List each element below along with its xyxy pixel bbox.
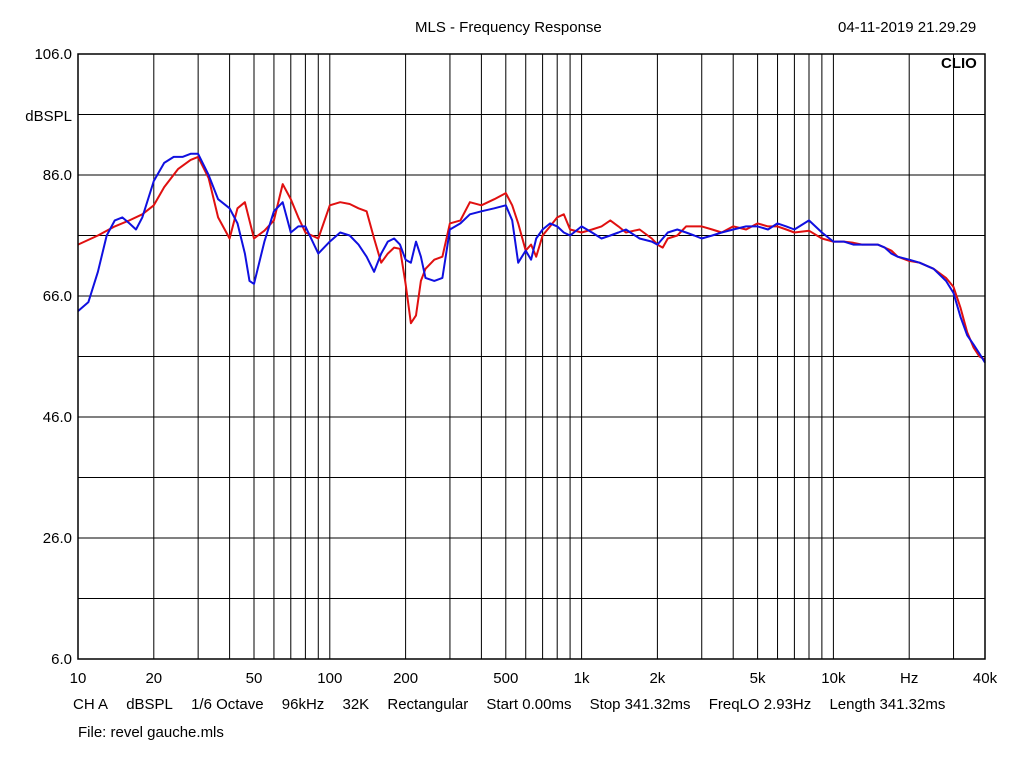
x-tick-label: 10 [70,670,87,687]
status-size: 32K [342,696,370,713]
y-tick-label: 66.0 [43,288,72,305]
status-length: Length 341.32ms [829,696,946,713]
frequency-response-chart: 106.0 86.0 66.0 46.0 26.0 6.0 dBSPL 10 20 50 100 20… [25,46,997,687]
status-channel: CH A [73,696,109,713]
axis-labels-layer: 106.0 86.0 66.0 46.0 26.0 6.0 dBSPL 10 20 50 100 20… [25,46,997,687]
y-tick-label: 46.0 [43,409,72,426]
series-layer [77,152,986,364]
status-samplerate: 96kHz [281,696,325,713]
clio-logo: CLIO [941,55,977,72]
grid-layer [78,54,985,659]
x-tick-label: 5k [750,670,766,687]
x-tick-label: 200 [393,670,418,687]
x-tick-label: 1k [574,670,590,687]
y-tick-label: 106.0 [34,46,72,63]
plot-frame [77,53,986,660]
status-start: Start 0.00ms [486,696,572,713]
status-freqlo: FreqLO 2.93Hz [708,696,812,713]
x-tick-label: 100 [317,670,342,687]
y-tick-label: 26.0 [43,530,72,547]
x-tick-label: 500 [493,670,518,687]
x-tick-label: 40k [973,670,998,687]
y-tick-label: 6.0 [51,651,72,668]
x-tick-label: 20 [145,670,162,687]
y-tick-label: 86.0 [43,167,72,184]
status-smoothing: 1/6 Octave [191,696,264,713]
blue-response-line [77,152,986,364]
x-tick-label: 50 [246,670,263,687]
status-units: dBSPL [126,696,173,713]
y-axis-label: dBSPL [25,108,72,125]
status-stop: Stop 341.32ms [589,696,691,713]
x-tick-label: Hz [900,670,918,687]
x-tick-label: 10k [821,670,846,687]
chart-title: MLS - Frequency Response [415,19,602,36]
status-bar: CH A dBSPL 1/6 Octave 96kHz 32K Rectangu… [73,696,959,713]
file-name: File: revel gauche.mls [78,724,224,741]
timestamp: 04-11-2019 21.29.29 [838,19,977,36]
x-tick-label: 2k [649,670,665,687]
status-window: Rectangular [387,696,469,713]
